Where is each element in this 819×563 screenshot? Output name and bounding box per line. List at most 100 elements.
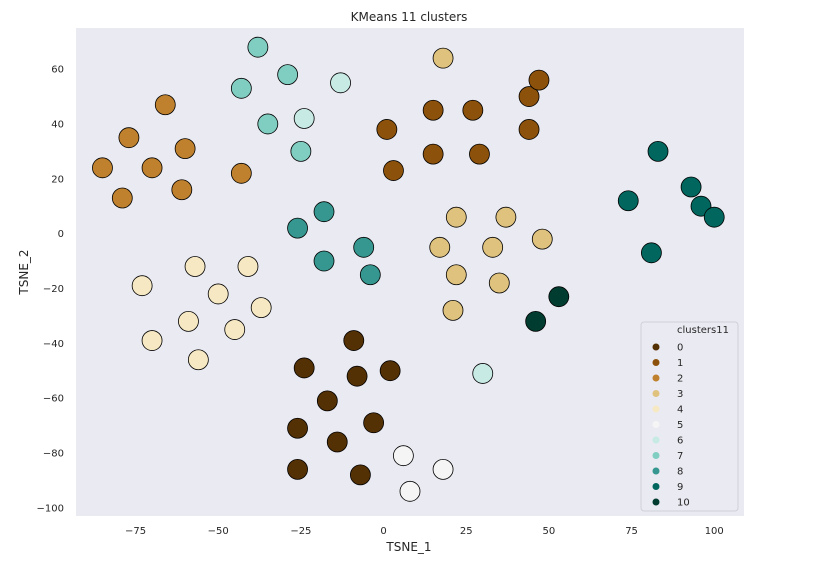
data-point-cluster-2: [171, 179, 193, 201]
legend-label: 2: [677, 374, 683, 385]
legend-marker: [652, 436, 660, 444]
data-point-cluster-1: [462, 99, 484, 121]
legend-marker: [652, 405, 660, 413]
data-point-cluster-0: [349, 464, 371, 486]
legend-label: 9: [677, 482, 683, 493]
legend-label: 4: [677, 405, 683, 416]
legend-label: 10: [677, 498, 690, 509]
data-point-cluster-6: [472, 363, 494, 384]
data-point-cluster-3: [531, 228, 553, 250]
data-point-cluster-8: [313, 201, 335, 223]
y-tick-label: 40: [51, 119, 64, 130]
data-point-cluster-5: [399, 480, 421, 502]
legend-marker: [652, 343, 660, 351]
data-point-cluster-0: [287, 458, 308, 480]
data-point-cluster-8: [359, 264, 381, 286]
legend-marker: [652, 483, 660, 490]
legend-box: [640, 321, 739, 512]
y-tick-label: 0: [58, 229, 64, 240]
data-point-cluster-3: [445, 264, 467, 286]
y-tick-label: −60: [43, 394, 64, 405]
legend-label: 5: [677, 420, 683, 431]
x-tick-label: 100: [705, 526, 724, 537]
data-point-cluster-0: [343, 330, 365, 351]
chart-title: KMeans 11 clusters: [351, 10, 468, 24]
x-tick-label: 25: [460, 526, 473, 537]
data-point-cluster-1: [422, 143, 444, 165]
data-points: [92, 36, 725, 502]
data-point-cluster-1: [518, 86, 540, 107]
y-tick-label: −100: [37, 503, 64, 514]
data-point-cluster-6: [293, 108, 315, 129]
data-point-cluster-8: [313, 250, 335, 272]
legend-marker: [652, 390, 660, 397]
y-axis-title: TSNE_2: [17, 249, 31, 295]
y-tick-label: −20: [43, 284, 64, 295]
data-point-cluster-4: [178, 310, 199, 332]
data-point-cluster-0: [346, 365, 368, 387]
data-point-cluster-2: [174, 138, 196, 160]
data-point-cluster-2: [154, 94, 176, 116]
data-point-cluster-6: [330, 72, 351, 94]
y-tick-label: 60: [51, 65, 64, 76]
data-point-cluster-1: [383, 160, 404, 181]
data-point-cluster-0: [363, 412, 385, 434]
data-point-cluster-4: [237, 256, 259, 277]
legend-marker: [652, 498, 660, 506]
data-point-cluster-1: [376, 119, 398, 140]
data-point-cluster-3: [482, 236, 504, 258]
data-point-cluster-7: [290, 140, 312, 162]
x-tick-label: 50: [543, 526, 556, 537]
legend-marker: [652, 359, 660, 366]
legend-label: 1: [677, 358, 683, 369]
y-tick-label: −80: [43, 448, 64, 459]
x-tick-label: −50: [208, 526, 229, 537]
data-point-cluster-5: [432, 458, 454, 480]
data-point-cluster-1: [422, 99, 444, 121]
data-point-cluster-3: [488, 272, 510, 294]
data-point-cluster-4: [187, 349, 209, 371]
legend-label: 7: [677, 451, 683, 462]
data-point-cluster-0: [316, 390, 338, 412]
data-point-cluster-3: [442, 299, 464, 321]
y-tick-label: 20: [51, 174, 64, 185]
legend-marker: [652, 374, 660, 382]
data-point-cluster-8: [353, 236, 375, 258]
x-tick-label: −25: [290, 526, 311, 537]
data-point-cluster-5: [392, 445, 414, 467]
legend-label: 0: [677, 343, 683, 354]
x-tick-label: 75: [625, 526, 638, 537]
data-point-cluster-9: [617, 190, 639, 212]
data-point-cluster-2: [141, 157, 163, 179]
data-point-cluster-2: [111, 187, 133, 209]
y-tick-label: −40: [43, 339, 64, 350]
x-axis: −75 −50 −25 0 25 50 75 100: [125, 526, 724, 537]
data-point-cluster-9: [641, 242, 662, 264]
x-axis-title: TSNE_1: [385, 540, 431, 554]
data-point-cluster-9: [647, 140, 669, 162]
data-point-cluster-4: [131, 275, 153, 297]
y-axis: −100 −80 −60 −40 −20 0 20 40 60: [37, 65, 64, 515]
data-point-cluster-4: [207, 283, 229, 305]
data-point-cluster-9: [680, 176, 702, 198]
legend: clusters11 0 1 2 3 4 5 6 7 8 9 10: [640, 321, 739, 512]
data-point-cluster-7: [230, 77, 252, 99]
data-point-cluster-0: [379, 360, 401, 382]
data-point-cluster-4: [184, 256, 206, 277]
legend-label: 6: [677, 436, 683, 447]
data-point-cluster-3: [432, 47, 454, 69]
legend-marker: [652, 467, 660, 475]
data-point-cluster-3: [495, 206, 517, 228]
data-point-cluster-4: [141, 330, 163, 351]
data-point-cluster-1: [469, 143, 490, 165]
legend-title: clusters11: [677, 325, 729, 336]
x-tick-label: 0: [380, 526, 386, 537]
data-point-cluster-3: [445, 206, 467, 228]
legend-marker: [652, 421, 660, 428]
data-point-cluster-4: [224, 319, 246, 340]
data-point-cluster-7: [247, 36, 269, 58]
data-point-cluster-10: [548, 286, 570, 308]
data-point-cluster-2: [230, 162, 252, 184]
data-point-cluster-1: [518, 119, 540, 140]
